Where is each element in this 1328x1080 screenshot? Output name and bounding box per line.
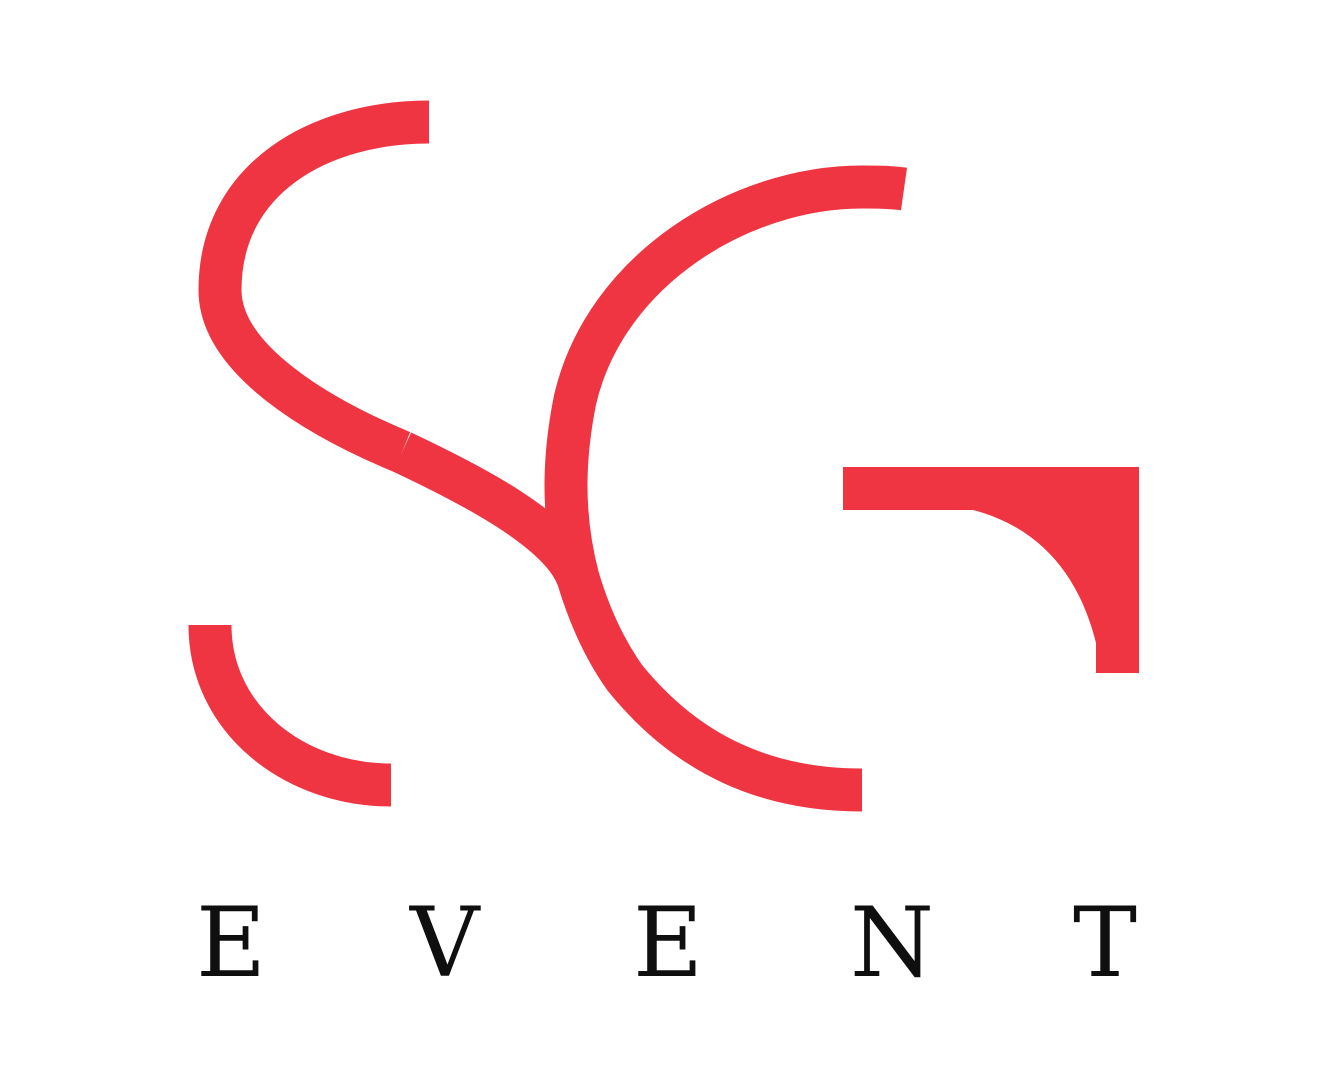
wordmark-letter: E — [633, 887, 704, 999]
s-lower-stroke — [188, 624, 392, 807]
g-crossbar-spur — [843, 467, 1139, 673]
wordmark-letter: V — [410, 887, 480, 999]
wordmark-letter: N — [850, 887, 934, 999]
wordmark-event: E V E N T — [0, 895, 1328, 995]
g-arc-stroke — [544, 165, 908, 812]
wordmark-letter: T — [1073, 887, 1138, 999]
s-upper-stroke — [198, 100, 430, 472]
wordmark-letter: E — [196, 887, 267, 999]
